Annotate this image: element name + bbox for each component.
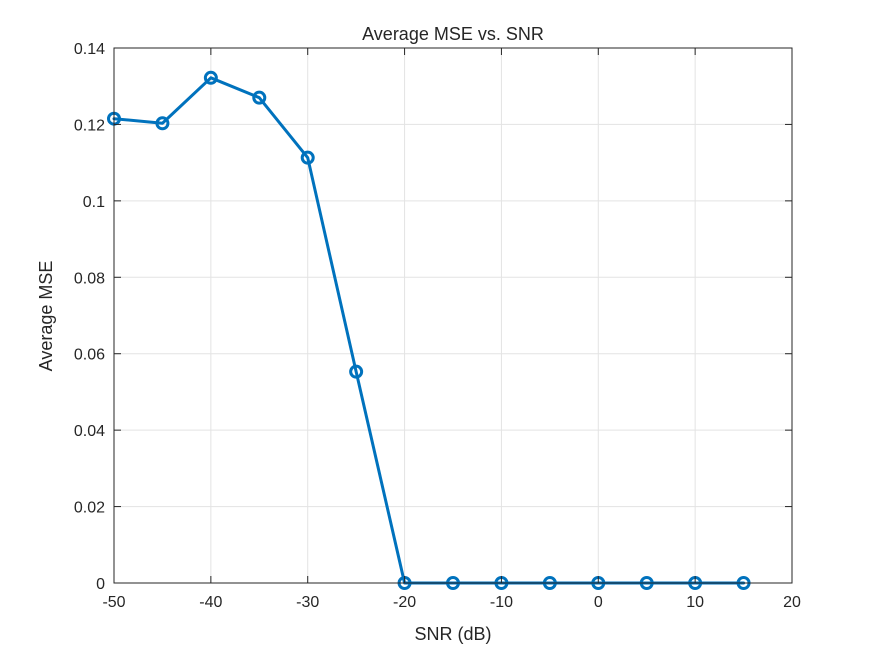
- data-point-marker: [155, 116, 170, 131]
- x-tick-label: 20: [783, 594, 801, 611]
- plot-frame: [113, 47, 793, 584]
- x-tick-label: -20: [393, 594, 416, 611]
- y-tick-label: 0.08: [74, 270, 105, 287]
- y-tick-label: 0.04: [74, 423, 105, 440]
- x-tick-label: -30: [296, 594, 319, 611]
- x-tick-label: -50: [102, 594, 125, 611]
- x-axis-label: SNR (dB): [414, 624, 491, 644]
- y-axis-label: Average MSE: [36, 261, 56, 372]
- x-tick-label: 0: [594, 594, 603, 611]
- y-tick-label: 0.14: [74, 41, 105, 58]
- x-tick-label: -40: [199, 594, 222, 611]
- plot-area: [114, 48, 792, 583]
- x-tick-label: 10: [686, 594, 704, 611]
- chart-title: Average MSE vs. SNR: [362, 24, 544, 44]
- data-point-marker: [300, 150, 315, 165]
- y-tick-labels: 0 0.02 0.04 0.06 0.08 0.1 0.12 0.14: [74, 41, 105, 593]
- x-tick-label: -10: [490, 594, 513, 611]
- y-tick-label: 0.02: [74, 500, 105, 517]
- data-point-marker: [203, 70, 218, 85]
- axis-ticks: [113, 47, 793, 584]
- x-tick-labels: -50 -40 -30 -20 -10 0 10 20: [102, 594, 801, 611]
- data-point-marker: [252, 90, 267, 105]
- y-tick-label: 0.12: [74, 117, 105, 134]
- data-point-marker: [349, 364, 364, 379]
- y-tick-label: 0: [96, 576, 105, 593]
- y-tick-label: 0.1: [83, 194, 105, 211]
- y-tick-label: 0.06: [74, 347, 105, 364]
